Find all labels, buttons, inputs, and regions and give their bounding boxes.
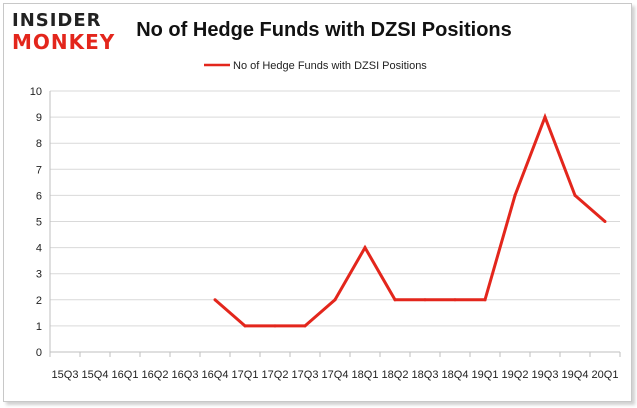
y-tick-label: 7 bbox=[36, 164, 42, 176]
data-point bbox=[513, 193, 517, 197]
x-tick-label: 18Q1 bbox=[352, 369, 379, 381]
x-tick-label: 19Q1 bbox=[472, 369, 499, 381]
data-point bbox=[543, 115, 547, 119]
y-tick-label: 5 bbox=[36, 217, 42, 229]
x-tick-label: 15Q3 bbox=[52, 369, 79, 381]
x-tick-label: 18Q3 bbox=[412, 369, 439, 381]
y-tick-label: 10 bbox=[30, 86, 42, 98]
y-tick-label: 6 bbox=[36, 190, 42, 202]
x-tick-label: 16Q1 bbox=[112, 369, 139, 381]
x-tick-label: 19Q3 bbox=[532, 369, 559, 381]
x-tick-label: 17Q2 bbox=[262, 369, 289, 381]
data-point bbox=[333, 298, 337, 302]
x-tick-label: 17Q4 bbox=[322, 369, 349, 381]
logo-line1: INSIDER bbox=[12, 10, 102, 31]
x-tick-label: 18Q4 bbox=[442, 369, 469, 381]
y-tick-labels: 0 1 2 3 4 5 6 7 8 9 10 bbox=[30, 86, 42, 359]
series-line-0 bbox=[214, 112, 606, 328]
x-tick-label: 16Q4 bbox=[202, 369, 229, 381]
data-point bbox=[393, 298, 397, 302]
data-point bbox=[483, 298, 487, 302]
logo-line2: MONKEY bbox=[12, 30, 115, 54]
x-tick-label: 17Q1 bbox=[232, 369, 259, 381]
x-tick-labels: 15Q3 15Q4 16Q1 16Q2 16Q3 16Q4 17Q1 17Q2 17Q3 17Q4… bbox=[52, 369, 619, 381]
data-point bbox=[423, 298, 427, 302]
x-tick-label: 19Q4 bbox=[562, 369, 589, 381]
y-tick-label: 3 bbox=[36, 269, 42, 281]
insider-monkey-logo: INSIDER MONKEY bbox=[12, 10, 115, 54]
data-point bbox=[303, 324, 307, 328]
x-tick-label: 15Q4 bbox=[82, 369, 109, 381]
x-tick-label: 18Q2 bbox=[382, 369, 409, 381]
x-tick-label: 16Q2 bbox=[142, 369, 169, 381]
data-point bbox=[363, 246, 367, 250]
y-tick-label: 4 bbox=[36, 243, 42, 255]
x-tick-label: 19Q2 bbox=[502, 369, 529, 381]
grid-layer bbox=[50, 90, 620, 353]
chart-title: No of Hedge Funds with DZSI Positions bbox=[136, 19, 512, 41]
data-point bbox=[213, 298, 217, 302]
line-chart: INSIDER MONKEY No of Hedge Funds with DZ… bbox=[12, 10, 621, 381]
legend-label: No of Hedge Funds with DZSI Positions bbox=[233, 60, 427, 72]
series-layer bbox=[213, 112, 607, 328]
x-tick-label: 20Q1 bbox=[592, 369, 619, 381]
y-tick-label: 1 bbox=[36, 321, 42, 333]
chart-frame: INSIDER MONKEY No of Hedge Funds with DZ… bbox=[3, 3, 632, 402]
axis-layer bbox=[49, 91, 621, 357]
y-tick-label: 2 bbox=[36, 295, 42, 307]
data-point bbox=[453, 298, 457, 302]
data-point bbox=[573, 193, 577, 197]
data-point bbox=[603, 220, 607, 223]
y-tick-label: 9 bbox=[36, 112, 42, 124]
y-tick-label: 0 bbox=[36, 347, 42, 359]
chart-legend: No of Hedge Funds with DZSI Positions bbox=[204, 60, 427, 72]
x-tick-label: 17Q3 bbox=[292, 369, 319, 381]
x-tick-label: 16Q3 bbox=[172, 369, 199, 381]
data-point bbox=[243, 324, 247, 328]
data-point bbox=[273, 324, 277, 328]
y-tick-label: 8 bbox=[36, 138, 42, 150]
